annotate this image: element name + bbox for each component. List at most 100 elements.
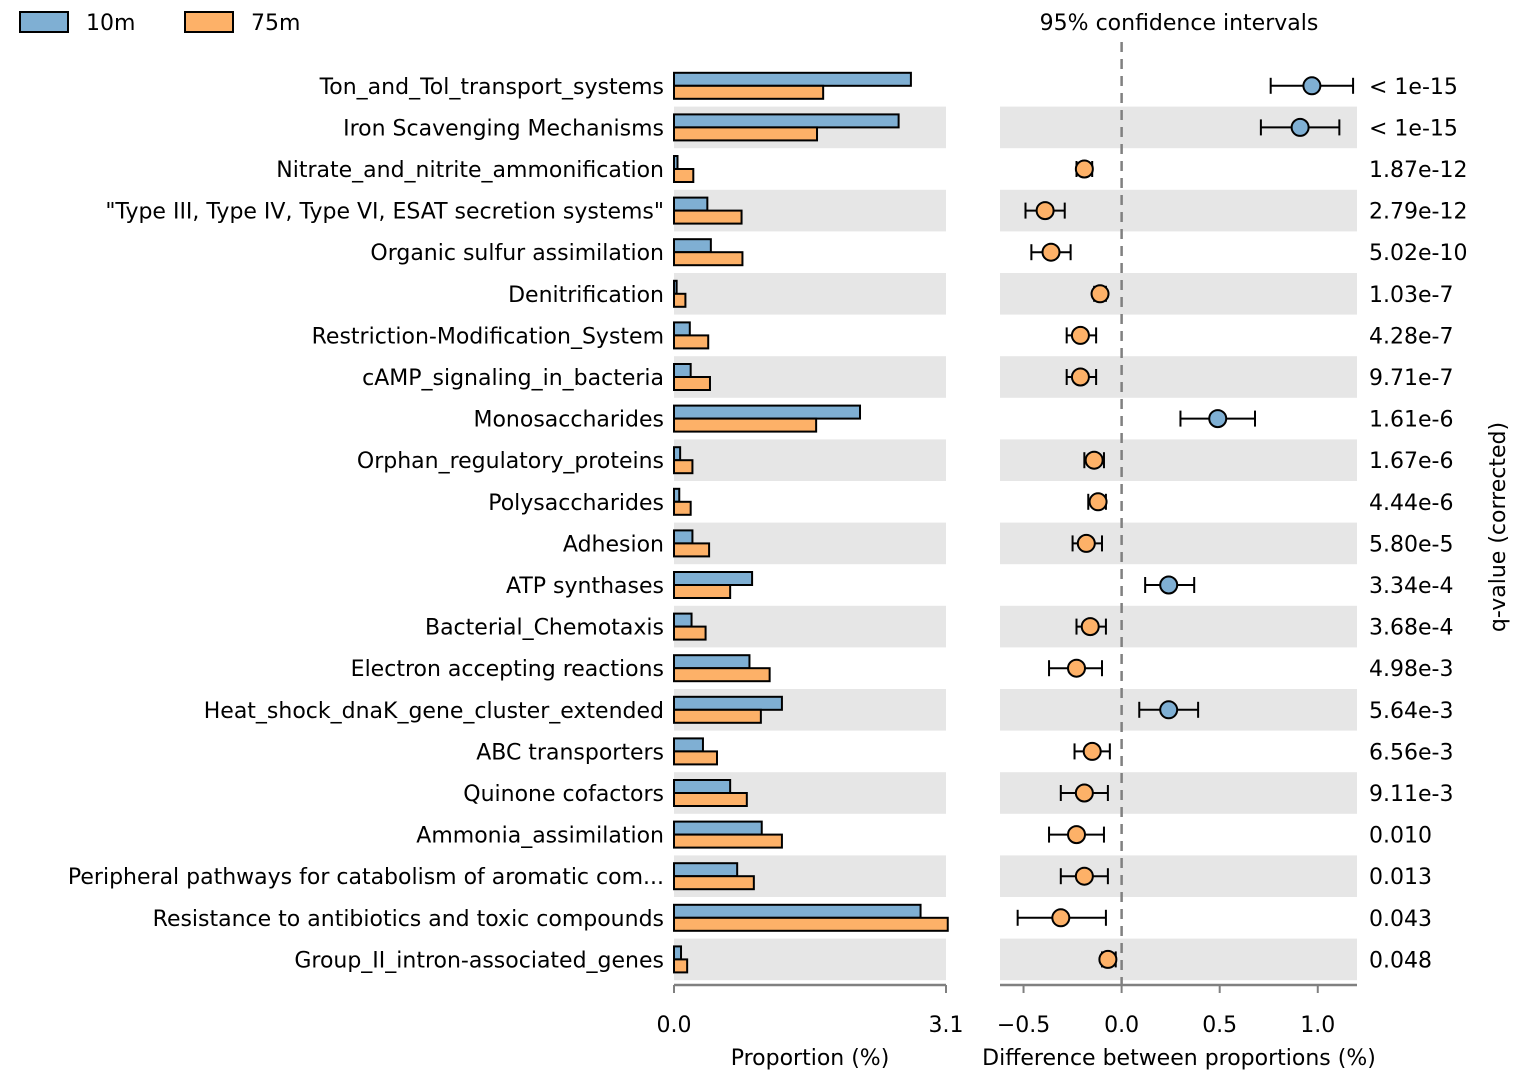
bar-75m [673, 875, 755, 891]
bar-10m [673, 71, 912, 87]
bar-10m [673, 862, 739, 878]
row-shade-prop [674, 273, 946, 315]
qvalue-label: < 1e-15 [1369, 116, 1458, 141]
bar-10m [673, 612, 693, 628]
difference-tick-label: 0.5 [1202, 1013, 1237, 1038]
bar-10m [673, 529, 694, 545]
category-label: Polysaccharides [488, 491, 664, 516]
category-label: Ammonia_assimilation [416, 824, 664, 849]
bar-75m [673, 334, 710, 350]
bar-75m [673, 251, 744, 267]
row-shade-diff [1000, 855, 1357, 897]
bar-10m [673, 571, 754, 586]
ci-point [1302, 76, 1322, 96]
ci-point [1067, 658, 1086, 678]
category-label: Resistance to antibiotics and toxic comp… [153, 907, 664, 932]
category-label: Iron Scavenging Mechanisms [343, 116, 664, 141]
bar-75m [673, 500, 692, 516]
proportion-tick-label: 3.1 [929, 1013, 964, 1038]
category-label: Peripheral pathways for catabolism of ar… [68, 865, 664, 890]
proportion-bars [673, 71, 949, 974]
bar-10m [673, 238, 712, 254]
qvalue-label: 4.98e-3 [1369, 657, 1453, 682]
qvalue-label: < 1e-15 [1369, 75, 1458, 100]
bar-75m [673, 792, 748, 807]
bar-10m [673, 903, 922, 919]
bar-75m [673, 833, 783, 849]
ci-panel-title: 95% confidence intervals [1040, 11, 1319, 36]
qvalue-label: 0.010 [1369, 824, 1432, 849]
row-shading [674, 106, 1357, 981]
category-label: Orphan_regulatory_proteins [357, 449, 664, 474]
bar-10m [673, 113, 900, 129]
bar-10m [673, 279, 678, 295]
qvalue-label: 1.03e-7 [1369, 283, 1453, 308]
bar-10m [673, 321, 691, 337]
category-label: Heat_shock_dnaK_gene_cluster_extended [204, 699, 664, 724]
category-label: Ton_and_Tol_transport_systems [319, 75, 664, 100]
bar-75m [673, 916, 949, 932]
ci-point [1070, 325, 1090, 345]
difference-tick-label: 1.0 [1300, 1013, 1335, 1038]
ci-point [1074, 783, 1094, 803]
category-labels: Ton_and_Tol_transport_systems Iron Scaven… [68, 75, 664, 974]
bar-75m [673, 625, 707, 641]
proportion-axis-label: Proportion (%) [731, 1046, 890, 1071]
bar-10m [673, 779, 732, 794]
qvalue-axis-label: q-value (corrected) [1486, 422, 1511, 632]
ci-point [1067, 825, 1086, 845]
legend: 10m 75m [19, 11, 300, 36]
axes: 0.0 3.1 −0.5 0.0 0.5 1.0 [657, 983, 1357, 1038]
ci-point [1074, 159, 1094, 179]
ci-point [1076, 533, 1096, 553]
row-shade-diff [1000, 605, 1357, 648]
category-label: Restriction-Modification_System [312, 324, 664, 349]
bar-75m [673, 459, 694, 475]
qvalue-label: 5.02e-10 [1369, 241, 1467, 266]
bar-75m [673, 958, 689, 974]
bar-75m [673, 417, 818, 433]
bar-75m [673, 584, 732, 599]
qvalue-label: 1.87e-12 [1369, 158, 1467, 183]
category-label: ATP synthases [506, 574, 664, 599]
category-label: Denitrification [508, 283, 664, 308]
legend-label: 75m [251, 11, 300, 36]
row-shade-prop [674, 439, 946, 481]
qvalue-label: 9.11e-3 [1369, 782, 1453, 807]
bar-10m [673, 945, 683, 961]
qvalue-label: 5.64e-3 [1369, 699, 1453, 724]
ci-point [1041, 242, 1061, 262]
category-label: Nitrate_and_nitrite_ammonification [276, 158, 664, 183]
row-shade-prop [674, 356, 946, 398]
bar-75m [673, 667, 771, 683]
qvalue-label: 0.048 [1369, 948, 1432, 973]
category-label: Adhesion [563, 532, 664, 557]
category-label: Group_II_intron-associated_genes [294, 948, 664, 973]
bar-10m [673, 155, 679, 170]
ci-point [1051, 908, 1071, 928]
bar-10m [673, 363, 692, 378]
bar-10m [673, 695, 783, 711]
qvalue-label: 1.61e-6 [1369, 408, 1453, 433]
bar-10m [673, 196, 709, 212]
ci-point [1208, 409, 1228, 429]
category-label: "Type III, Type IV, Type VI, ESAT secret… [105, 200, 664, 225]
row-shade-diff [1000, 273, 1357, 315]
category-label: Electron accepting reactions [351, 657, 664, 682]
bar-10m [673, 446, 682, 462]
category-label: ABC transporters [476, 740, 664, 765]
bar-10m [673, 404, 862, 420]
bar-75m [673, 542, 711, 558]
q-values: < 1e-15 < 1e-15 1.87e-12 2.79e-12 5.02e-10 1.… [1369, 75, 1467, 974]
bar-75m [673, 168, 695, 183]
bar-75m [673, 84, 825, 100]
ci-point [1074, 866, 1094, 886]
row-shade-diff [1000, 772, 1357, 814]
qvalue-label: 2.79e-12 [1369, 200, 1467, 225]
bar-10m [673, 737, 704, 753]
ci-point [1088, 492, 1108, 512]
ci-point [1082, 741, 1102, 761]
ci-point [1290, 117, 1310, 137]
ci-point [1090, 284, 1110, 304]
